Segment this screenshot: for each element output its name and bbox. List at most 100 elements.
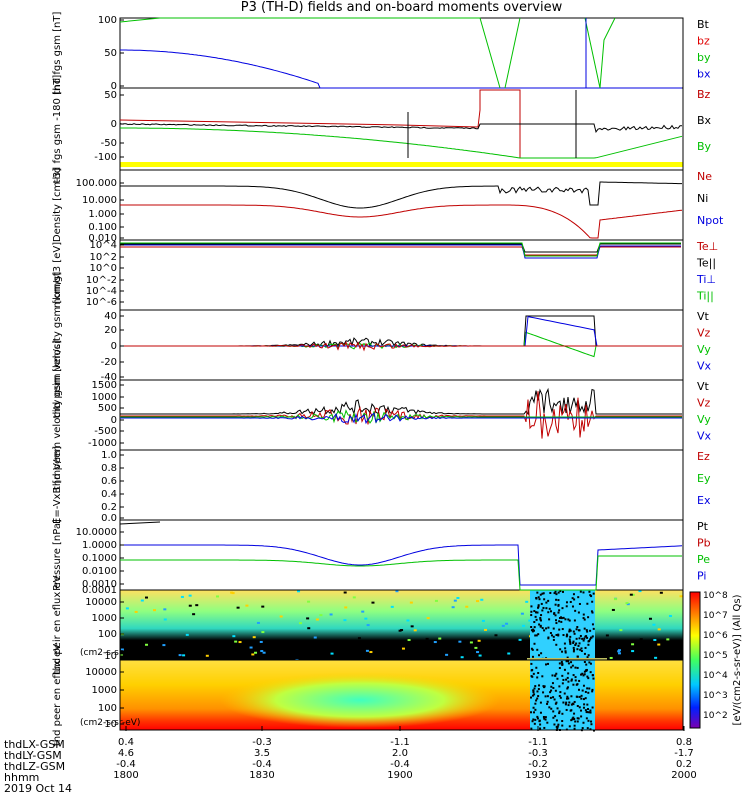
ion-spectrogram-pixel [260, 650, 264, 653]
electron-spectrogram-noise [531, 694, 534, 697]
electron-spectrogram-noise [532, 718, 535, 721]
electron-spectrogram-noise [555, 719, 558, 722]
electron-spectrogram-noise [543, 726, 546, 729]
ion-spectrogram-noise [563, 642, 566, 645]
page-title: P3 (TH-D) fields and on-board moments ov… [240, 0, 563, 15]
colorbar-tick: 10^4 [703, 671, 728, 681]
panel-9-ytick: 10 [104, 651, 117, 662]
ion-spectrogram-pixel [279, 615, 283, 618]
ion-spectrogram-noise [554, 590, 557, 593]
electron-spectrogram-noise [537, 695, 540, 698]
ion-spectrogram-noise [532, 629, 535, 632]
ion-spectrogram-noise [561, 607, 564, 610]
electron-spectrogram-noise [546, 700, 549, 703]
panel-3-ytick: 1.000 [88, 209, 117, 220]
footer-label-y: thdLY-GSM [4, 749, 62, 762]
ion-spectrogram-pixel [654, 656, 658, 659]
ion-spectrogram-pixel [216, 595, 220, 598]
panel-6-ytick: 500 [98, 403, 117, 414]
ion-spectrogram-pixel [501, 624, 505, 627]
panel-6-legend-Vz: Vz [697, 397, 711, 410]
ion-spectrogram-pixel [631, 593, 635, 596]
electron-spectrogram-noise [586, 727, 589, 730]
electron-spectrogram-noise [580, 715, 583, 718]
panel-10-ytick: 1000 [92, 685, 117, 696]
ion-spectrogram-noise [571, 605, 574, 608]
panel-2-legend-Bx: Bx [697, 114, 712, 127]
panel-7-ytick: 0.0 [101, 513, 117, 524]
electron-spectrogram-noise [558, 710, 561, 713]
ion-spectrogram-pixel [343, 619, 347, 622]
ion-spectrogram-pixel [469, 641, 473, 644]
xtick-y-gsm: 2.0 [392, 748, 408, 759]
xtick-time: 2000 [671, 770, 696, 781]
ion-spectrogram-pixel [407, 639, 411, 642]
ion-spectrogram-pixel [329, 613, 333, 616]
electron-spectrogram-noise [558, 685, 561, 688]
panel-6-legend-Vy: Vy [697, 413, 711, 426]
electron-spectrogram-noise [583, 660, 586, 663]
electron-spectrogram-noise [589, 711, 592, 714]
panel-frame-8 [119, 519, 684, 591]
ion-spectrogram-noise [535, 634, 538, 637]
ion-spectrogram-noise [547, 599, 550, 602]
ion-spectrogram-pixel [648, 617, 652, 620]
line-Ni-3 [120, 181, 682, 209]
ion-spectrogram-noise [531, 630, 534, 633]
electron-spectrogram-noise [585, 663, 588, 666]
ion-spectrogram-noise [545, 601, 548, 604]
ion-spectrogram-noise [557, 591, 560, 594]
electron-spectrogram-noise [536, 717, 539, 720]
panel-10-ytick: 100 [98, 703, 117, 714]
electron-spectrogram-noise [534, 685, 537, 688]
ion-spectrogram-noise [555, 593, 558, 596]
ion-spectrogram-noise [592, 627, 595, 630]
ion-spectrogram-pixel [626, 603, 630, 606]
ion-spectrogram-pixel [182, 654, 186, 657]
ion-spectrogram-pixel [371, 601, 375, 604]
ion-spectrogram-noise [569, 641, 572, 644]
ion-spectrogram-noise [581, 637, 584, 640]
ion-spectrogram-noise [536, 591, 539, 594]
ion-spectrogram-noise [534, 634, 537, 637]
ion-spectrogram-noise [554, 603, 557, 606]
ion-spectrogram-pixel [522, 624, 526, 627]
line-Vz-5 [120, 341, 682, 352]
ion-spectrogram-pixel [343, 591, 347, 594]
electron-spectrogram-noise [576, 717, 579, 720]
ion-spectrogram-noise [535, 618, 538, 621]
panel-10-ytick: 10 [104, 719, 117, 730]
ion-spectrogram-noise [587, 616, 590, 619]
ion-spectrogram-pixel [613, 598, 617, 601]
ion-spectrogram-pixel [344, 606, 348, 609]
panel-9-units: (cm2-s-sr-eV) [80, 648, 140, 658]
electron-spectrogram-noise [581, 689, 584, 692]
electron-spectrogram-noise [574, 676, 577, 679]
ion-spectrogram-noise [574, 644, 577, 647]
electron-spectrogram-noise [566, 695, 569, 698]
ion-spectrogram-pixel [120, 654, 124, 657]
electron-spectrogram-noise [583, 703, 586, 706]
electron-spectrogram-noise [587, 711, 590, 714]
ion-spectrogram-noise [531, 655, 534, 658]
ion-spectrogram-pixel [477, 639, 481, 642]
electron-spectrogram-noise [530, 727, 533, 730]
electron-spectrogram-noise [543, 717, 546, 720]
electron-spectrogram-noise [573, 700, 576, 703]
ion-spectrogram-pixel [666, 638, 670, 641]
electron-spectrogram-noise [582, 684, 585, 687]
xtick-z-gsm: -0.4 [390, 759, 410, 770]
electron-spectrogram-noise [569, 709, 572, 712]
ion-spectrogram-noise [540, 602, 543, 605]
ion-spectrogram-noise [539, 624, 542, 627]
electron-spectrogram-noise [586, 708, 589, 711]
panel-7-legend-Ex: Ex [697, 494, 711, 507]
electron-spectrogram-noise [585, 717, 588, 720]
electron-spectrogram-noise [565, 697, 568, 700]
ion-spectrogram-noise [565, 605, 568, 608]
panel-5-legend-Vx: Vx [697, 360, 712, 373]
electron-spectrogram-noise [578, 706, 581, 709]
ion-spectrogram-pixel [383, 646, 387, 649]
ion-spectrogram-pixel [518, 638, 522, 641]
panel-9-ytick: 10000 [85, 597, 117, 608]
